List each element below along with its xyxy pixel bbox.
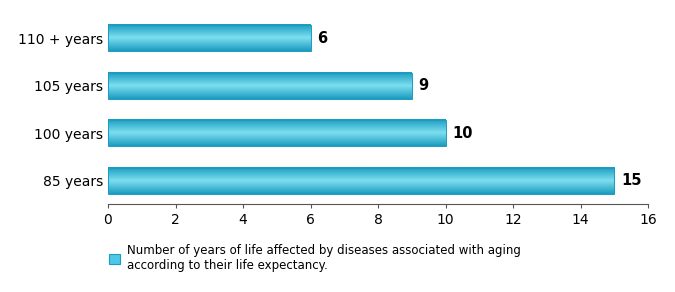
- Legend: Number of years of life affected by diseases associated with aging
according to : Number of years of life affected by dise…: [109, 244, 521, 272]
- Bar: [108, 168, 614, 194]
- Bar: [108, 120, 446, 146]
- Text: 15: 15: [621, 173, 641, 188]
- Text: 9: 9: [418, 78, 429, 93]
- Bar: [108, 73, 412, 99]
- Text: 10: 10: [452, 126, 472, 141]
- Bar: [108, 25, 310, 51]
- Text: 6: 6: [317, 31, 327, 46]
